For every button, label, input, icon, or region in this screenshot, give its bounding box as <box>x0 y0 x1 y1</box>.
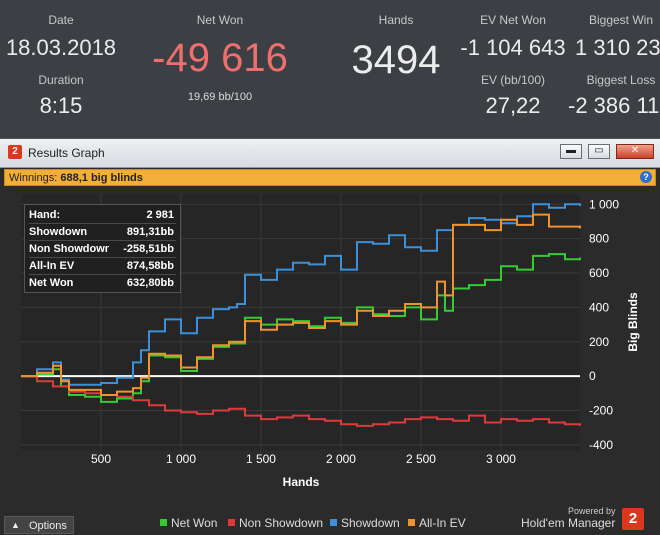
net-won-bb100: 19,69 bb/100 <box>187 91 253 103</box>
tooltip-row-net-won: Net Won 632,80bb <box>29 277 174 289</box>
legend-label-non-showdown: Non Showdown <box>239 516 323 530</box>
winnings-text: Winnings: 688,1 big blinds <box>9 172 143 184</box>
tooltip-row-hand: Hand: 2 981 <box>29 207 176 224</box>
hm2-logo-icon: 2 <box>8 145 22 159</box>
net-won-value: -49 616 <box>152 36 288 80</box>
date-label: Date <box>48 13 74 27</box>
biggest-loss-value: -2 386 11 <box>568 93 660 118</box>
date-value: 18.03.2018 <box>5 35 117 60</box>
legend-swatch-non-showdown <box>228 519 235 526</box>
tooltip-row-all-in-ev: All-In EV 874,58bb <box>29 258 176 275</box>
x-tick-label: 3 000 <box>486 452 516 466</box>
legend-swatch-showdown <box>330 519 337 526</box>
x-axis-title: Hands <box>283 475 320 489</box>
winnings-value: 688,1 big blinds <box>60 172 143 184</box>
winnings-label: Winnings: <box>9 172 58 184</box>
y-axis-title: Big Blinds <box>626 292 640 352</box>
powered-by-label: Powered by <box>568 506 616 516</box>
tooltip-row-showdown: Showdown 891,31bb <box>29 224 176 241</box>
series-line-non-showdown <box>21 375 581 427</box>
biggest-loss-label: Biggest Loss <box>586 73 656 87</box>
summary-stats-panel: Date 18.03.2018 Duration 8:15 Net Won -4… <box>0 0 660 138</box>
hm2-brand-logo: 2 <box>622 508 644 530</box>
window-title: Results Graph <box>28 146 105 160</box>
options-button[interactable]: ▲ Options <box>4 516 74 534</box>
help-icon[interactable]: ? <box>640 171 652 183</box>
duration-value: 8:15 <box>39 93 83 118</box>
duration-label: Duration <box>38 73 84 87</box>
close-button[interactable]: ✕ <box>616 144 654 159</box>
series-line-all-in-ev <box>21 213 581 396</box>
legend-label-net-won: Net Won <box>171 516 217 530</box>
legend-swatch-all-in-ev <box>408 519 415 526</box>
biggest-win-value: 1 310 236 <box>575 35 660 60</box>
window-titlebar[interactable]: 2 Results Graph ▬ ▭ ✕ <box>0 139 660 168</box>
biggest-win-label: Biggest Win <box>588 13 654 27</box>
ev-net-won-label: EV Net Won <box>480 13 546 27</box>
y-tick-label: 600 <box>589 266 609 280</box>
ev-bb100-value: 27,22 <box>485 93 541 118</box>
x-tick-label: 1 000 <box>166 452 196 466</box>
series-line-showdown <box>21 203 581 386</box>
legend-swatch-net-won <box>160 519 167 526</box>
chart-legend: Net Won Non Showdown Showdown All-In EV <box>160 516 466 530</box>
x-tick-label: 2 500 <box>406 452 436 466</box>
legend-label-all-in-ev: All-In EV <box>419 516 466 530</box>
chevron-up-icon: ▲ <box>11 520 20 530</box>
y-tick-label: 1 000 <box>589 197 619 211</box>
brand-label: Hold'em Manager <box>521 516 616 530</box>
x-tick-label: 500 <box>91 452 111 466</box>
y-tick-label: -200 <box>589 403 613 417</box>
hands-value: 3494 <box>351 38 441 82</box>
hands-label: Hands <box>378 13 414 27</box>
ev-bb100-label: EV (bb/100) <box>480 73 546 87</box>
tooltip-row-non-showdown: Non Showdown -258,51bb <box>29 241 176 258</box>
x-axis-ticks: 500 1 000 1 500 2 000 2 500 3 000 <box>91 452 516 466</box>
y-tick-label: 0 <box>589 369 596 383</box>
winnings-bar: Winnings: 688,1 big blinds ? <box>4 169 656 186</box>
y-tick-label: 800 <box>589 232 609 246</box>
x-tick-label: 2 000 <box>326 452 356 466</box>
hover-tooltip: Hand: 2 981 Showdown 891,31bb Non Showdown… <box>24 204 181 293</box>
minimize-button[interactable]: ▬ <box>560 144 582 159</box>
net-won-label: Net Won <box>196 13 244 27</box>
ev-net-won-value: -1 104 643 <box>460 35 566 60</box>
series-line-net-won <box>21 253 581 403</box>
y-tick-label: 200 <box>589 335 609 349</box>
series-lines <box>21 203 581 427</box>
y-axis-ticks: 1 000 800 600 400 200 0 -200 -400 <box>589 197 619 452</box>
x-tick-label: 1 500 <box>246 452 276 466</box>
y-tick-label: 400 <box>589 300 609 314</box>
options-label: Options <box>29 520 67 532</box>
maximize-button[interactable]: ▭ <box>588 144 610 159</box>
y-tick-label: -400 <box>589 438 613 452</box>
legend-label-showdown: Showdown <box>341 516 400 530</box>
